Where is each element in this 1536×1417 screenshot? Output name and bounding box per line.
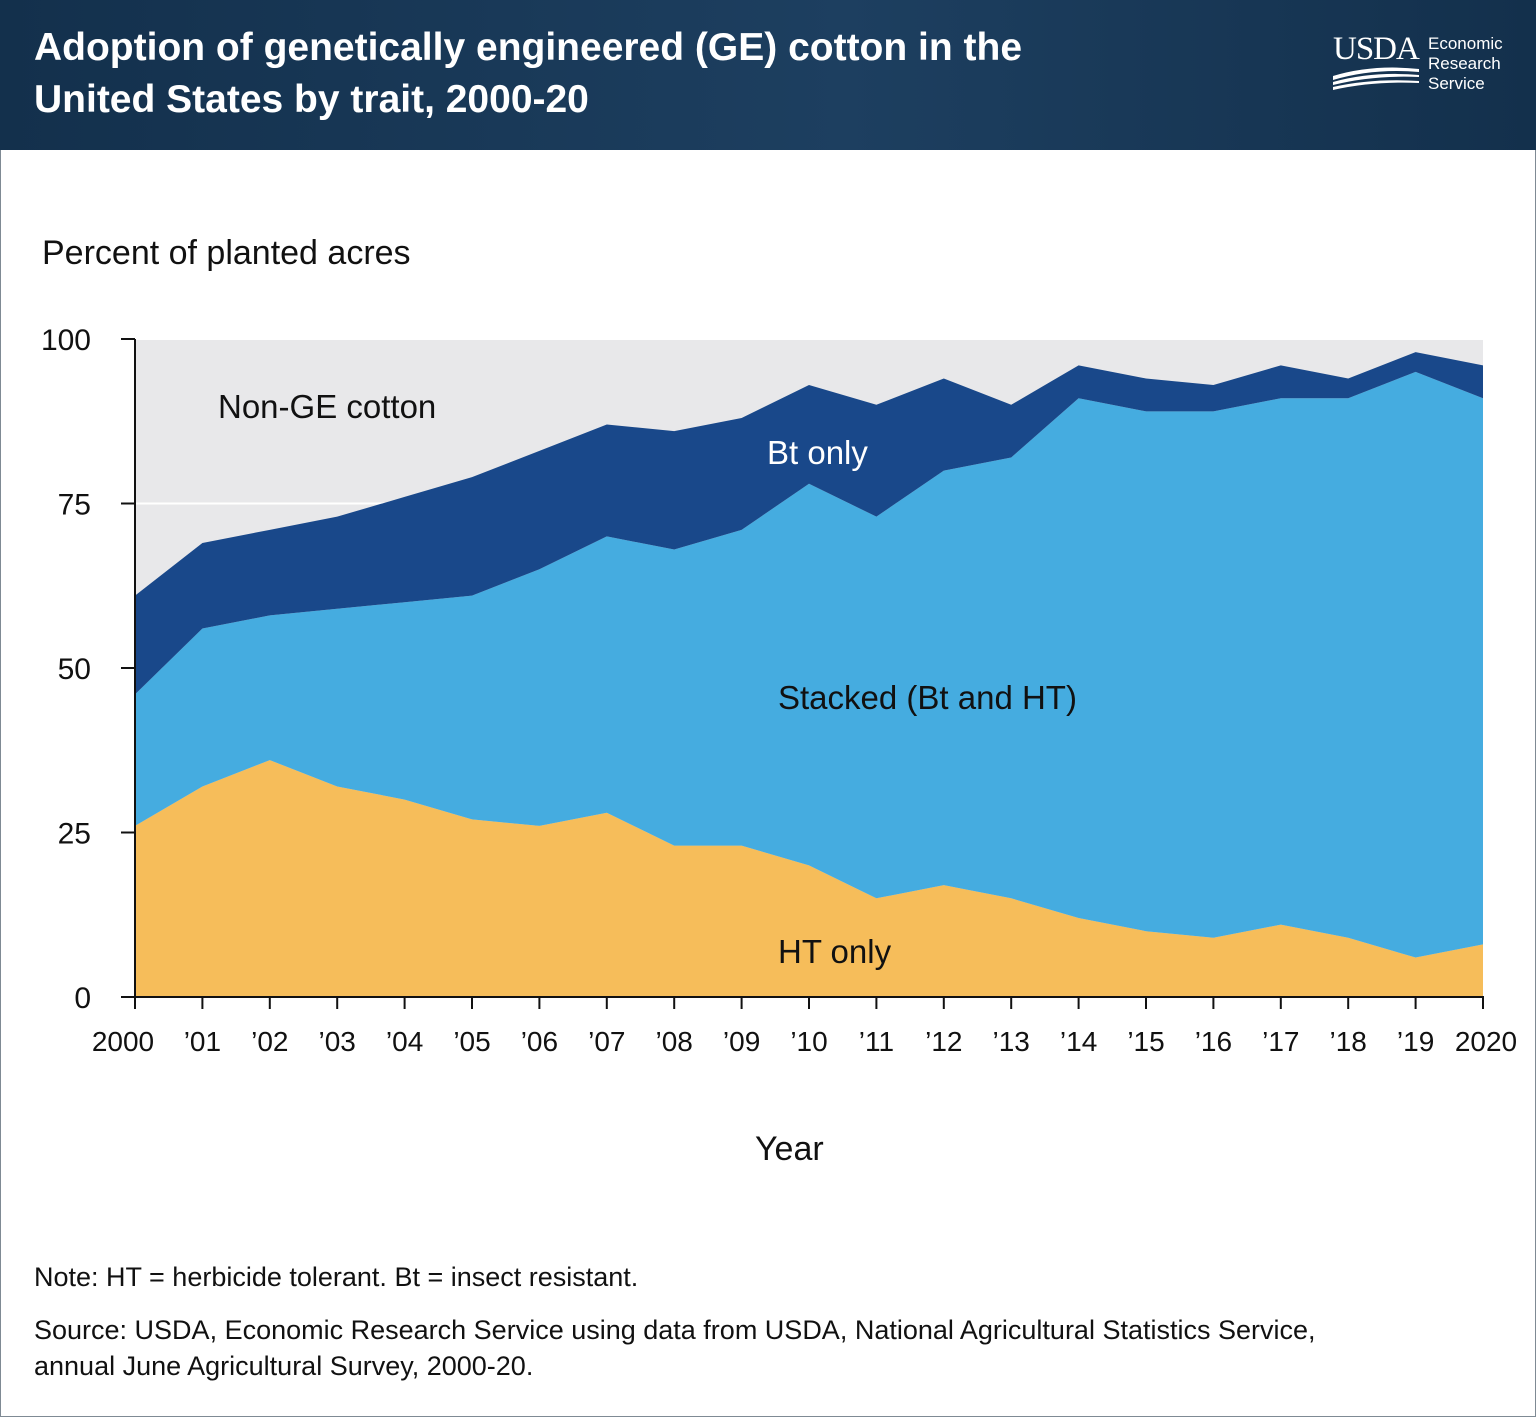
agency-name-line-2: Research [1428, 54, 1501, 73]
usda-wordmark: USDA [1333, 31, 1420, 67]
agency-name: Economic Research Service [1428, 34, 1503, 94]
x-tick-label-2016: ’16 [1195, 1026, 1232, 1057]
source-line-1: Source: USDA, Economic Research Service … [34, 1315, 1316, 1345]
stacked-bt-ht-label: Stacked (Bt and HT) [778, 679, 1077, 716]
bt-only-area [135, 352, 1483, 695]
footnote-source: Source: USDA, Economic Research Service … [34, 1312, 1514, 1384]
y-axis-title: Percent of planted acres [42, 234, 411, 272]
chart-title: Adoption of genetically engineered (GE) … [34, 22, 1194, 126]
x-tick-label-2008: ’08 [656, 1026, 693, 1057]
y-tick-label-0: 0 [74, 982, 91, 1015]
x-tick-label-2002: ’02 [251, 1026, 288, 1057]
y-tick-label-75: 75 [58, 489, 91, 522]
x-tick-label-2019: ’19 [1397, 1026, 1434, 1057]
y-tick-label-100: 100 [41, 324, 91, 357]
chart-title-line-2: United States by trait, 2000-20 [34, 78, 589, 121]
ht-only-label: HT only [778, 933, 892, 970]
usda-ers-logo: USDA Economic Research Service [1330, 32, 1520, 102]
usda-swoosh-icon [1333, 67, 1419, 90]
chart-title-line-1: Adoption of genetically engineered (GE) … [34, 26, 1023, 69]
x-tick-label-2004: ’04 [386, 1026, 423, 1057]
x-tick-label-2000: 2000 [92, 1026, 154, 1057]
x-tick-label-2011: ’11 [859, 1026, 894, 1057]
x-tick-label-2006: ’06 [521, 1026, 558, 1057]
bt-only-label: Bt only [767, 434, 868, 471]
header-banner: Adoption of genetically engineered (GE) … [0, 0, 1536, 150]
x-tick-label-2017: ’17 [1262, 1026, 1299, 1057]
footnote-note: Note: HT = herbicide tolerant. Bt = inse… [34, 1262, 639, 1292]
x-tick-label-2005: ’05 [453, 1026, 490, 1057]
x-tick-label-2018: ’18 [1330, 1026, 1367, 1057]
x-tick-label-2015: ’15 [1127, 1026, 1164, 1057]
stacked-bt-ht-area [135, 371, 1483, 958]
x-tick-label-2009: ’09 [723, 1026, 760, 1057]
non-ge-cotton-label: Non-GE cotton [218, 388, 436, 425]
x-tick-label-2012: ’12 [925, 1026, 962, 1057]
agency-name-line-1: Economic [1428, 34, 1503, 53]
x-tick-label-2013: ’13 [993, 1026, 1030, 1057]
x-tick-label-2007: ’07 [588, 1026, 625, 1057]
x-tick-label-2020: 2020 [1455, 1026, 1517, 1057]
x-tick-label-2001: ’01 [184, 1026, 221, 1057]
x-tick-label-2003: ’03 [319, 1026, 356, 1057]
y-tick-label-50: 50 [58, 653, 91, 686]
ht-only-area [135, 760, 1483, 997]
x-tick-label-2014: ’14 [1060, 1026, 1097, 1057]
x-axis-title: Year [755, 1130, 824, 1168]
x-tick-label-2010: ’10 [790, 1026, 827, 1057]
y-tick-label-25: 25 [58, 818, 91, 851]
agency-name-line-3: Service [1428, 74, 1485, 93]
source-line-2: annual June Agricultural Survey, 2000-20… [34, 1351, 534, 1381]
